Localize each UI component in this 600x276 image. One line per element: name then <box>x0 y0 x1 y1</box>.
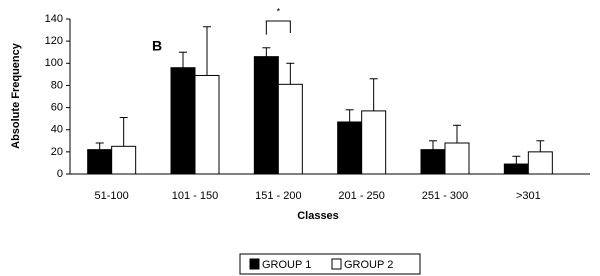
x-axis-label: Classes <box>297 210 339 222</box>
y-tick-label: 60 <box>51 101 63 113</box>
y-tick-label: 120 <box>45 35 63 47</box>
y-tick-label: 100 <box>45 57 63 69</box>
significance-label: * <box>277 6 281 16</box>
bar <box>361 110 387 175</box>
bar <box>194 74 220 175</box>
x-tick-label: >301 <box>516 190 541 202</box>
y-tick-label: 80 <box>51 79 63 91</box>
x-tick-label: 101 - 150 <box>172 190 218 202</box>
legend-label: GROUP 1 <box>262 259 311 271</box>
bar <box>503 163 529 175</box>
y-tick-label: 0 <box>57 168 63 180</box>
y-tick-label: 20 <box>51 146 63 158</box>
legend-swatch <box>249 258 260 270</box>
bar <box>527 151 553 175</box>
bar <box>277 83 303 175</box>
significance-bracket <box>265 20 291 35</box>
bar <box>87 149 113 175</box>
y-axis-label: Absolute Frequency <box>10 42 22 149</box>
legend-box <box>239 253 421 275</box>
x-tick-label: 151 - 200 <box>255 190 301 202</box>
y-tick-label: 140 <box>45 13 63 25</box>
bar <box>337 121 363 175</box>
x-tick-label: 251 - 300 <box>422 190 468 202</box>
legend-swatch <box>331 258 342 270</box>
x-tick-label: 51-100 <box>95 190 129 202</box>
x-tick-label: 201 - 250 <box>338 190 384 202</box>
bar <box>111 145 137 175</box>
bar <box>170 67 196 175</box>
bar <box>253 56 279 175</box>
bar <box>444 142 470 175</box>
panel-label: B <box>152 38 162 54</box>
legend-label: GROUP 2 <box>344 259 393 271</box>
y-tick-label: 40 <box>51 124 63 136</box>
bar <box>420 149 446 175</box>
